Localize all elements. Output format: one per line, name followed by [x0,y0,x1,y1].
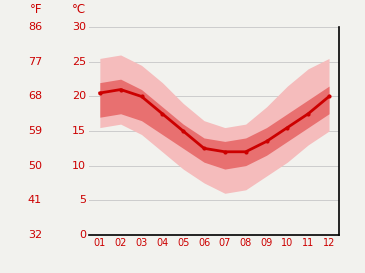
Text: 30: 30 [72,22,86,32]
Text: 25: 25 [72,57,86,67]
Text: 15: 15 [72,126,86,136]
Text: 77: 77 [28,57,42,67]
Text: °C: °C [72,3,86,16]
Text: 59: 59 [28,126,42,136]
Text: 20: 20 [72,91,86,102]
Text: 32: 32 [28,230,42,240]
Text: 41: 41 [28,195,42,205]
Text: 5: 5 [79,195,86,205]
Text: 68: 68 [28,91,42,102]
Text: °F: °F [30,3,42,16]
Text: 50: 50 [28,161,42,171]
Text: 0: 0 [79,230,86,240]
Text: 10: 10 [72,161,86,171]
Text: 86: 86 [28,22,42,32]
